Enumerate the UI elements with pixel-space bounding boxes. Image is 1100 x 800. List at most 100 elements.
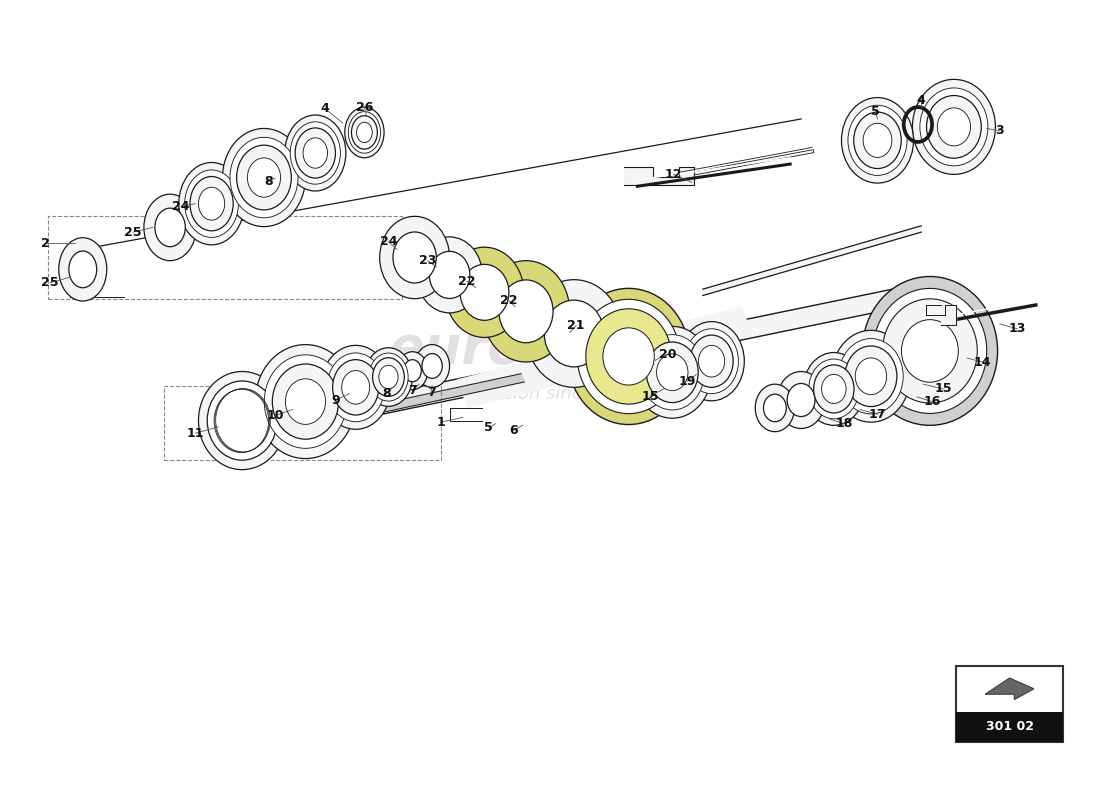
Ellipse shape bbox=[422, 354, 442, 378]
Ellipse shape bbox=[327, 353, 384, 422]
Ellipse shape bbox=[255, 345, 355, 458]
Text: 20: 20 bbox=[659, 347, 676, 361]
Ellipse shape bbox=[902, 320, 958, 382]
Ellipse shape bbox=[632, 326, 712, 418]
Text: 21: 21 bbox=[568, 319, 585, 332]
Ellipse shape bbox=[684, 329, 738, 394]
Text: 1: 1 bbox=[437, 416, 446, 429]
Polygon shape bbox=[703, 226, 921, 295]
Text: 15: 15 bbox=[641, 390, 659, 402]
Text: 3: 3 bbox=[996, 124, 1004, 138]
Ellipse shape bbox=[415, 345, 450, 387]
Text: 22: 22 bbox=[499, 294, 517, 306]
Ellipse shape bbox=[763, 394, 786, 422]
Ellipse shape bbox=[568, 288, 690, 425]
Text: 13: 13 bbox=[1009, 322, 1026, 335]
Ellipse shape bbox=[842, 98, 913, 183]
Ellipse shape bbox=[873, 289, 987, 414]
Ellipse shape bbox=[832, 330, 911, 422]
Ellipse shape bbox=[295, 128, 336, 178]
Ellipse shape bbox=[230, 138, 298, 218]
Ellipse shape bbox=[679, 322, 745, 401]
Ellipse shape bbox=[690, 335, 734, 387]
Ellipse shape bbox=[344, 107, 384, 158]
Text: 7: 7 bbox=[427, 386, 436, 398]
Text: 8: 8 bbox=[264, 175, 273, 188]
Ellipse shape bbox=[207, 381, 277, 460]
Polygon shape bbox=[624, 167, 694, 185]
Ellipse shape bbox=[920, 88, 988, 166]
Ellipse shape bbox=[378, 366, 398, 389]
FancyBboxPatch shape bbox=[956, 712, 1063, 742]
Ellipse shape bbox=[446, 247, 524, 338]
Ellipse shape bbox=[304, 138, 328, 168]
Text: eurosports: eurosports bbox=[388, 322, 712, 374]
Ellipse shape bbox=[285, 378, 326, 424]
Ellipse shape bbox=[332, 360, 378, 415]
Ellipse shape bbox=[397, 352, 428, 390]
Ellipse shape bbox=[155, 208, 185, 246]
Ellipse shape bbox=[417, 237, 482, 313]
Text: 23: 23 bbox=[419, 254, 437, 267]
Polygon shape bbox=[986, 678, 1034, 699]
Text: 12: 12 bbox=[664, 168, 682, 181]
Ellipse shape bbox=[647, 342, 698, 402]
Ellipse shape bbox=[803, 353, 865, 426]
Text: 24: 24 bbox=[379, 235, 397, 248]
Ellipse shape bbox=[321, 346, 390, 430]
Ellipse shape bbox=[429, 251, 470, 298]
Ellipse shape bbox=[393, 232, 437, 283]
Ellipse shape bbox=[578, 299, 680, 414]
Ellipse shape bbox=[69, 251, 97, 288]
FancyBboxPatch shape bbox=[956, 666, 1063, 742]
Ellipse shape bbox=[198, 371, 286, 470]
Ellipse shape bbox=[349, 112, 381, 153]
Ellipse shape bbox=[640, 334, 704, 410]
Ellipse shape bbox=[814, 365, 854, 413]
Ellipse shape bbox=[937, 108, 970, 146]
Ellipse shape bbox=[144, 194, 196, 261]
Text: 9: 9 bbox=[332, 394, 340, 406]
Ellipse shape bbox=[586, 309, 671, 404]
Ellipse shape bbox=[526, 280, 621, 387]
Ellipse shape bbox=[777, 371, 825, 429]
Ellipse shape bbox=[285, 115, 345, 191]
Ellipse shape bbox=[848, 106, 908, 175]
Text: 24: 24 bbox=[173, 200, 190, 214]
Ellipse shape bbox=[290, 122, 340, 184]
Ellipse shape bbox=[342, 370, 370, 404]
Polygon shape bbox=[322, 284, 925, 425]
Ellipse shape bbox=[862, 277, 998, 426]
Text: 15: 15 bbox=[934, 382, 952, 395]
Ellipse shape bbox=[190, 177, 233, 231]
Text: 2: 2 bbox=[42, 237, 50, 250]
Text: 8: 8 bbox=[382, 387, 390, 400]
Polygon shape bbox=[925, 305, 956, 325]
Ellipse shape bbox=[657, 354, 688, 390]
Ellipse shape bbox=[788, 383, 815, 417]
Ellipse shape bbox=[264, 355, 346, 448]
Text: 301 02: 301 02 bbox=[986, 720, 1034, 734]
Ellipse shape bbox=[603, 328, 654, 385]
Ellipse shape bbox=[364, 348, 412, 406]
Text: 19: 19 bbox=[679, 374, 696, 387]
Ellipse shape bbox=[273, 364, 339, 439]
Ellipse shape bbox=[864, 123, 892, 158]
Text: 25: 25 bbox=[42, 276, 58, 290]
Text: 17: 17 bbox=[869, 408, 887, 421]
Text: 5: 5 bbox=[871, 105, 880, 118]
Ellipse shape bbox=[882, 299, 977, 403]
Text: 25: 25 bbox=[124, 226, 142, 238]
Ellipse shape bbox=[482, 261, 570, 362]
Text: 4: 4 bbox=[916, 94, 925, 107]
Text: 7: 7 bbox=[408, 384, 417, 397]
Text: 26: 26 bbox=[355, 101, 373, 114]
Ellipse shape bbox=[373, 358, 405, 396]
Ellipse shape bbox=[808, 359, 859, 418]
Ellipse shape bbox=[58, 238, 107, 301]
Ellipse shape bbox=[756, 384, 794, 432]
Text: 22: 22 bbox=[459, 274, 476, 288]
Ellipse shape bbox=[912, 79, 996, 174]
Ellipse shape bbox=[198, 187, 224, 220]
Text: 4: 4 bbox=[321, 102, 330, 115]
